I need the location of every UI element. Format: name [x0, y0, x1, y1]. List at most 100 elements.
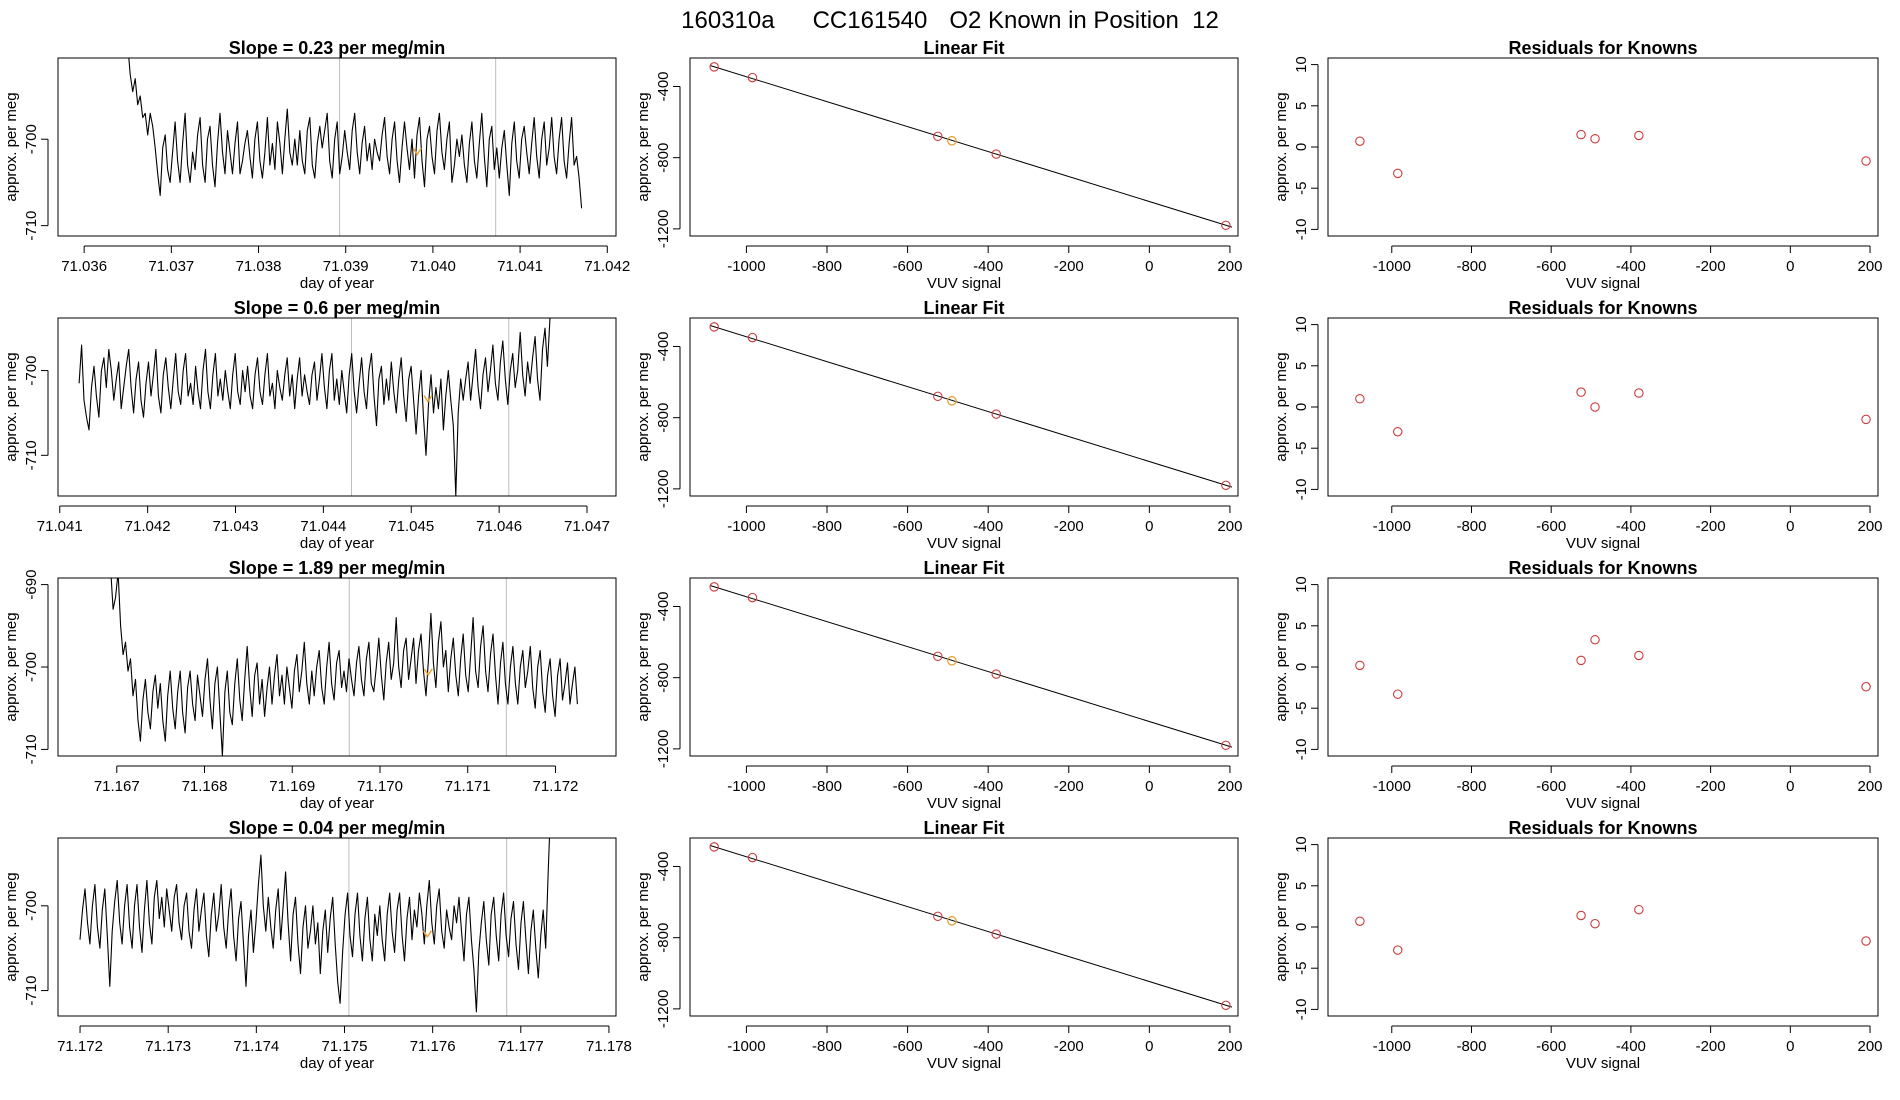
sample-marker: [423, 668, 433, 677]
data-point: [991, 669, 1001, 679]
data-point: [1355, 660, 1365, 671]
data-point: [991, 409, 1001, 419]
fit-line: [709, 584, 1233, 748]
data-point: [933, 651, 943, 662]
panel-title: Slope = 1.89 per meg/min: [229, 558, 446, 578]
x-tick-label: 0: [1145, 1038, 1153, 1055]
data-point: [1392, 426, 1403, 437]
panel-title: Slope = 0.6 per meg/min: [234, 298, 441, 318]
x-tick-label: -600: [893, 518, 923, 535]
y-tick-label: -700: [23, 891, 40, 921]
x-tick-label: -200: [1054, 518, 1084, 535]
y-tick-label: 5: [1293, 622, 1310, 630]
residuals-panel-1: Residuals for Knowns-1000 -800 -600 -400 -20…: [1273, 38, 1883, 292]
plot-frame: [1327, 577, 1879, 757]
y-axis: -10 -5 0 5 10: [1293, 316, 1319, 500]
fit-line: [709, 324, 1233, 488]
data-point: [1861, 414, 1871, 425]
data-point: [747, 72, 758, 83]
trace-line: [110, 578, 578, 756]
plot-frame: [57, 837, 617, 1017]
x-tick-label: -800: [812, 518, 842, 535]
data-point: [747, 332, 758, 343]
data-point: [709, 62, 719, 72]
plot-frame: [689, 57, 1239, 237]
data-layer: [709, 62, 1233, 231]
x-tick-label: -1000: [727, 1038, 765, 1055]
data-point: [1392, 945, 1403, 955]
data-point: [747, 592, 758, 603]
data-point: [709, 322, 719, 332]
x-axis: -1000 -800 -600 -400 -200 0 200: [1373, 245, 1883, 275]
data-point: [1861, 682, 1871, 692]
y-axis-label: approx. per meg: [1273, 352, 1290, 461]
x-tick-label: 71.046: [476, 518, 522, 535]
y-tick-label: 5: [1293, 102, 1310, 110]
x-tick-label: 0: [1786, 778, 1794, 795]
x-axis-label: day of year: [300, 1055, 374, 1072]
plot-frame: [57, 317, 617, 497]
x-tick-label: 71.168: [182, 778, 228, 795]
data-point: [933, 391, 943, 402]
x-tick-label: -800: [812, 1038, 842, 1055]
data-point: [1576, 129, 1586, 140]
y-tick-label: -10: [1293, 739, 1310, 761]
y-axis: -710 -700 -690: [23, 570, 49, 764]
x-tick-label: -200: [1696, 518, 1726, 535]
y-tick-label: 10: [1293, 836, 1310, 853]
data-point: [1355, 916, 1365, 926]
y-axis-label: approx. per meg: [635, 352, 652, 461]
x-tick-label: 71.042: [584, 258, 630, 275]
y-tick-label: -400: [655, 591, 672, 621]
x-axis-label: VUV signal: [1566, 795, 1640, 812]
x-tick-label: -600: [893, 1038, 923, 1055]
y-tick-label: -400: [655, 851, 672, 881]
x-axis-label: day of year: [300, 275, 374, 292]
trace-line: [78, 318, 551, 496]
x-axis: -1000 -800 -600 -400 -200 0 200: [727, 1025, 1242, 1055]
x-axis: 71.041 71.042 71.043 71.044 71.045 71.046 71.0…: [37, 505, 610, 535]
plot-frame: [689, 317, 1239, 497]
panel-title: Linear Fit: [923, 818, 1004, 838]
x-tick-label: 200: [1217, 778, 1242, 795]
x-axis: -1000 -800 -600 -400 -200 0 200: [1373, 765, 1883, 795]
data-layer: [79, 838, 551, 1013]
y-tick-label: 0: [1293, 663, 1310, 671]
sample-point: [947, 655, 957, 666]
x-tick-label: 71.171: [445, 778, 491, 795]
y-axis-label: approx. per meg: [1273, 92, 1290, 201]
x-tick-label: -1000: [1373, 1038, 1411, 1055]
y-tick-label: -800: [655, 403, 672, 433]
data-point: [1634, 130, 1644, 141]
fit-panel-2: Linear Fit -1000 -800 -600 -400 -200 0 200 VUV s…: [635, 298, 1242, 552]
x-tick-label: -800: [1456, 778, 1486, 795]
data-layer: [78, 318, 551, 496]
panel-title: Residuals for Knowns: [1508, 818, 1697, 838]
data-point: [1355, 136, 1365, 146]
plot-frame: [57, 577, 617, 757]
data-point: [933, 131, 943, 142]
sample-marker: [422, 930, 432, 939]
x-tick-label: -800: [1456, 258, 1486, 275]
panel-title: Slope = 0.04 per meg/min: [229, 818, 446, 838]
data-point: [1634, 904, 1644, 915]
x-tick-label: -400: [1616, 258, 1646, 275]
y-axis: -1200 -800 -400: [655, 591, 681, 768]
data-layer: [709, 322, 1233, 491]
x-tick-label: 71.173: [145, 1038, 191, 1055]
data-point: [933, 911, 943, 922]
data-point: [709, 842, 719, 852]
x-tick-label: -1000: [727, 258, 765, 275]
x-axis: -1000 -800 -600 -400 -200 0 200: [727, 245, 1242, 275]
sample-marker: [412, 147, 422, 156]
data-point: [1355, 394, 1365, 404]
x-tick-label: 0: [1786, 258, 1794, 275]
y-axis: -1200 -800 -400: [655, 71, 681, 248]
y-tick-label: -800: [655, 923, 672, 953]
drift-panel-4: Slope = 0.04 per meg/min 71.172 71.173 71.1…: [3, 818, 632, 1072]
x-tick-label: -600: [1536, 518, 1566, 535]
y-tick-label: -1200: [655, 470, 672, 508]
y-axis: -710 -700: [23, 356, 49, 470]
x-axis: 71.172 71.173 71.174 71.175 71.176 71.177 71.1…: [57, 1025, 632, 1055]
data-layer: [1355, 129, 1871, 179]
